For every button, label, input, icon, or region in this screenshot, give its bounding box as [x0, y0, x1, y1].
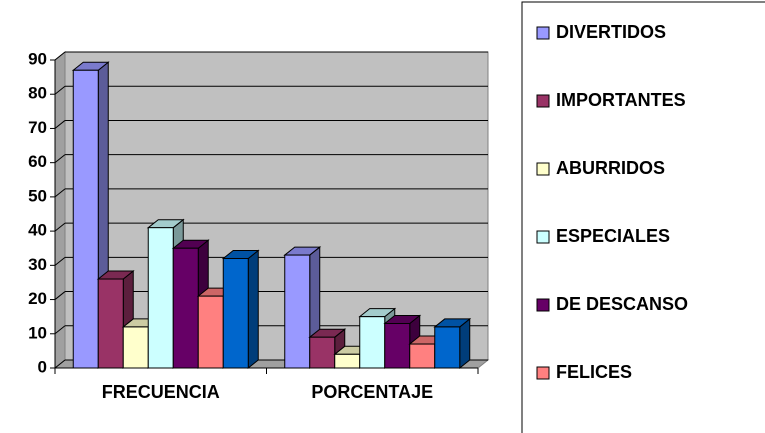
grid-line	[54, 359, 66, 369]
bar	[309, 336, 336, 369]
grid-line	[54, 85, 66, 95]
legend-label: DIVERTIDOS	[556, 22, 666, 42]
grid-line	[54, 154, 66, 164]
legend-swatch	[536, 26, 550, 40]
y-tick-label: 50	[28, 186, 47, 205]
bar	[284, 254, 311, 369]
bar	[334, 353, 361, 369]
legend-label: IMPORTANTES	[556, 90, 686, 110]
grid-line	[54, 325, 66, 335]
y-tick-label: 80	[28, 84, 47, 103]
bar	[172, 247, 199, 369]
x-tick-label: PORCENTAJE	[311, 382, 433, 402]
y-tick-label: 90	[28, 49, 47, 68]
legend-label: ESPECIALES	[556, 226, 670, 246]
y-tick-label: 0	[38, 357, 47, 376]
bar	[222, 257, 249, 369]
legend-swatch	[536, 366, 550, 380]
y-tick-label: 40	[28, 221, 47, 240]
bar-side	[247, 249, 259, 370]
legend-swatch	[536, 230, 550, 244]
legend-label: ABURRIDOS	[556, 158, 665, 178]
bar	[197, 295, 224, 369]
legend-label: DE DESCANSO	[556, 294, 688, 314]
legend-box	[521, 1, 765, 433]
bar	[72, 69, 99, 369]
side-wall	[54, 50, 66, 370]
grid-line	[54, 188, 66, 198]
grid-line	[54, 291, 66, 300]
legend-swatch	[536, 94, 550, 108]
legend-swatch	[536, 298, 550, 312]
x-tick-label: FRECUENCIA	[102, 382, 220, 402]
bar	[97, 278, 124, 369]
bar	[359, 316, 386, 369]
legend-label: PARA AYUDAR A	[556, 430, 702, 433]
y-tick-label: 30	[28, 255, 47, 274]
bar	[122, 326, 149, 369]
y-tick-label: 10	[28, 323, 47, 342]
y-tick-label: 70	[28, 118, 47, 137]
grid-line	[54, 222, 66, 232]
grid-line	[54, 51, 66, 61]
grid-line	[54, 120, 66, 129]
bar	[409, 343, 436, 369]
legend-swatch	[536, 162, 550, 176]
y-tick-label: 20	[28, 289, 47, 308]
bar	[147, 227, 174, 369]
grid-line	[54, 256, 66, 266]
y-tick-label: 60	[28, 152, 47, 171]
bar	[384, 323, 411, 369]
legend-label: FELICES	[556, 362, 632, 382]
bar	[434, 326, 461, 369]
